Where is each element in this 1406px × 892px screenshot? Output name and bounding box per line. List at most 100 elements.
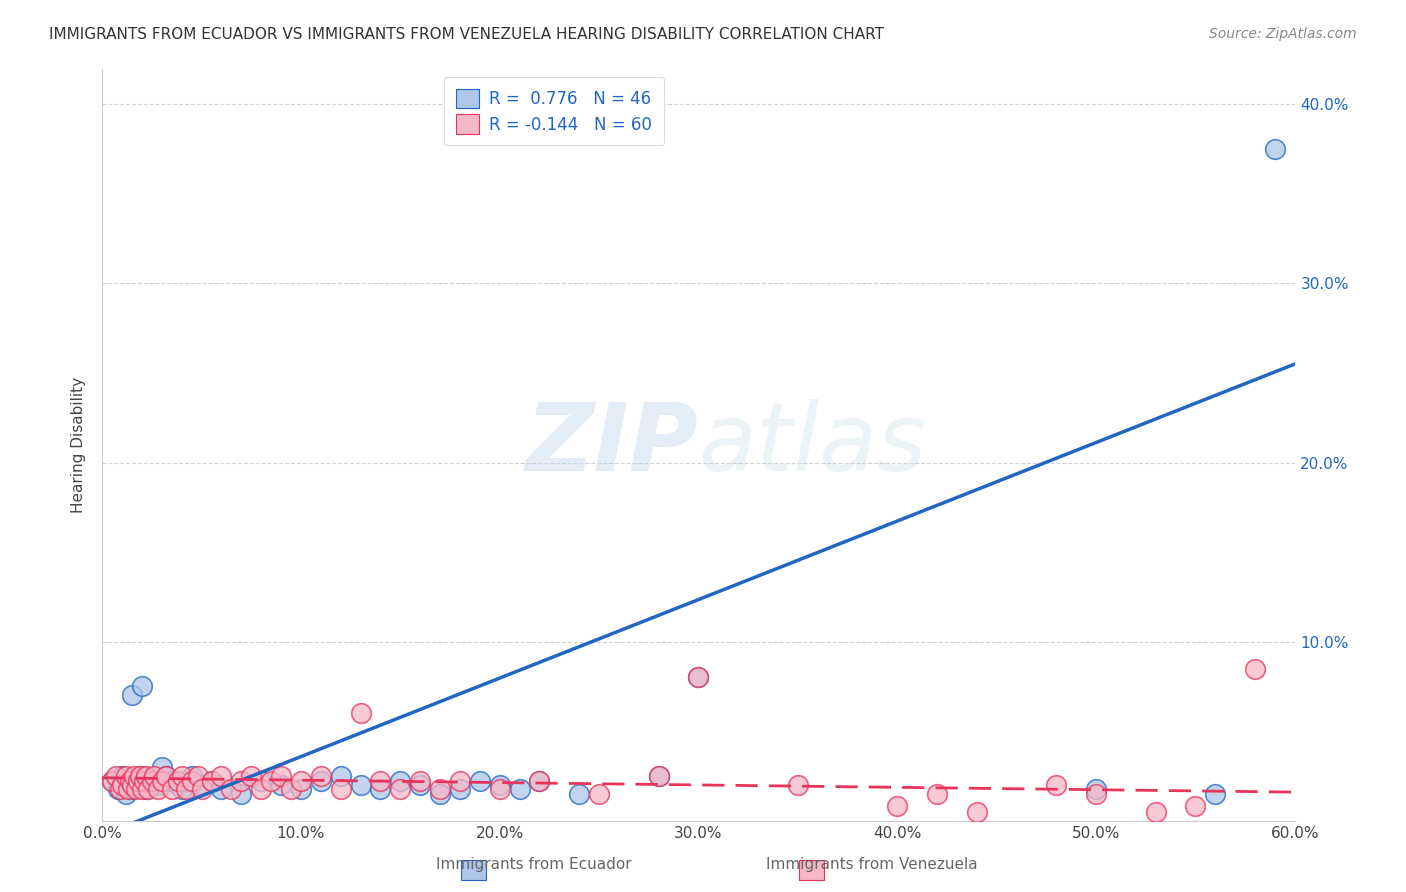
Point bbox=[648, 769, 671, 783]
Point bbox=[131, 680, 153, 694]
Point bbox=[187, 769, 209, 783]
Point bbox=[786, 778, 808, 792]
Point bbox=[160, 781, 183, 796]
Point bbox=[117, 781, 139, 796]
Point bbox=[409, 774, 432, 789]
Point bbox=[429, 781, 451, 796]
Text: Immigrants from Venezuela: Immigrants from Venezuela bbox=[766, 857, 977, 872]
Point bbox=[568, 787, 591, 801]
Point bbox=[101, 774, 124, 789]
Point bbox=[127, 778, 149, 792]
Text: IMMIGRANTS FROM ECUADOR VS IMMIGRANTS FROM VENEZUELA HEARING DISABILITY CORRELAT: IMMIGRANTS FROM ECUADOR VS IMMIGRANTS FR… bbox=[49, 27, 884, 42]
Point bbox=[131, 769, 153, 783]
Point bbox=[250, 781, 273, 796]
Point bbox=[409, 778, 432, 792]
Point bbox=[135, 769, 157, 783]
Point bbox=[429, 787, 451, 801]
Point bbox=[121, 781, 143, 796]
Point bbox=[329, 781, 352, 796]
Text: Source: ZipAtlas.com: Source: ZipAtlas.com bbox=[1209, 27, 1357, 41]
Point bbox=[449, 774, 471, 789]
Point bbox=[129, 769, 152, 783]
Point bbox=[270, 769, 292, 783]
Point bbox=[370, 781, 392, 796]
Text: ZIP: ZIP bbox=[526, 399, 699, 491]
Point bbox=[111, 778, 134, 792]
Point bbox=[101, 774, 124, 789]
Point bbox=[688, 671, 710, 685]
Point bbox=[588, 787, 610, 801]
Point bbox=[127, 774, 149, 789]
Point bbox=[150, 774, 173, 789]
Point bbox=[370, 774, 392, 789]
Point bbox=[174, 781, 197, 796]
Point bbox=[174, 774, 197, 789]
Point bbox=[170, 769, 193, 783]
Point bbox=[155, 769, 177, 783]
Point bbox=[1244, 661, 1267, 675]
Point bbox=[488, 778, 510, 792]
Point bbox=[122, 769, 145, 783]
Point bbox=[329, 769, 352, 783]
Point bbox=[509, 781, 531, 796]
Point bbox=[231, 774, 253, 789]
Point bbox=[125, 781, 148, 796]
Point bbox=[449, 781, 471, 796]
Point bbox=[488, 781, 510, 796]
Point bbox=[270, 778, 292, 792]
Point bbox=[190, 781, 212, 796]
Y-axis label: Hearing Disability: Hearing Disability bbox=[72, 376, 86, 513]
Point bbox=[966, 805, 988, 819]
Point bbox=[155, 769, 177, 783]
Point bbox=[389, 774, 412, 789]
Point bbox=[190, 778, 212, 792]
Point bbox=[200, 774, 222, 789]
Point bbox=[260, 774, 283, 789]
Point bbox=[166, 774, 188, 789]
Point bbox=[1264, 142, 1286, 156]
Point bbox=[180, 769, 202, 783]
Point bbox=[349, 706, 371, 721]
Point bbox=[1045, 778, 1067, 792]
Point bbox=[211, 781, 233, 796]
Point bbox=[886, 799, 908, 814]
Point bbox=[141, 774, 163, 789]
Point bbox=[117, 778, 139, 792]
Point bbox=[122, 774, 145, 789]
Point bbox=[688, 671, 710, 685]
Point bbox=[349, 778, 371, 792]
Point bbox=[115, 769, 138, 783]
Point bbox=[141, 774, 163, 789]
Point bbox=[1085, 787, 1108, 801]
Point bbox=[118, 774, 141, 789]
Point bbox=[105, 769, 128, 783]
Point bbox=[290, 781, 312, 796]
Text: atlas: atlas bbox=[699, 399, 927, 490]
Point bbox=[135, 781, 157, 796]
Point bbox=[166, 778, 188, 792]
Point bbox=[1144, 805, 1167, 819]
Point bbox=[240, 769, 263, 783]
Point bbox=[309, 769, 332, 783]
Point bbox=[925, 787, 948, 801]
Point bbox=[142, 769, 165, 783]
Point bbox=[150, 760, 173, 774]
Point bbox=[211, 769, 233, 783]
Point bbox=[1085, 781, 1108, 796]
Point bbox=[280, 781, 302, 796]
Point bbox=[309, 774, 332, 789]
Point bbox=[200, 774, 222, 789]
Point bbox=[221, 781, 243, 796]
Point bbox=[290, 774, 312, 789]
Point bbox=[1204, 787, 1226, 801]
Point bbox=[107, 781, 129, 796]
Point bbox=[648, 769, 671, 783]
Point bbox=[529, 774, 551, 789]
Point bbox=[170, 781, 193, 796]
Point bbox=[136, 781, 159, 796]
Point bbox=[1184, 799, 1206, 814]
Point bbox=[146, 781, 169, 796]
Point bbox=[132, 774, 155, 789]
Point bbox=[250, 774, 273, 789]
Point bbox=[160, 774, 183, 789]
